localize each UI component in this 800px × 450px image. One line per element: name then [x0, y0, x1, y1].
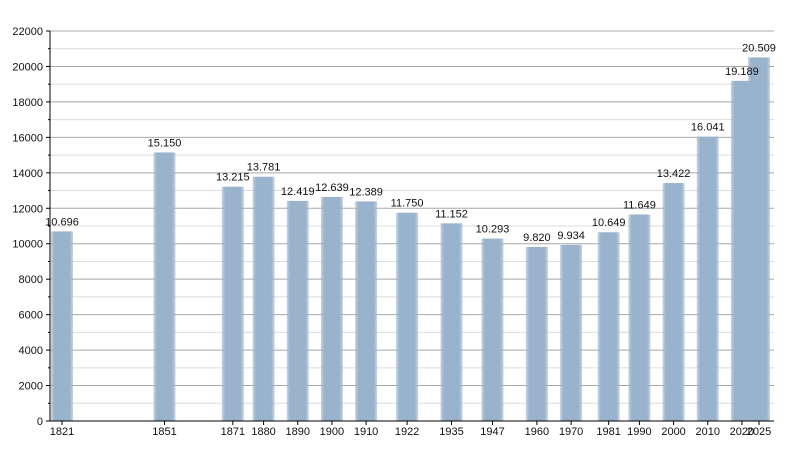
x-tick-label-1851: 1851: [152, 426, 176, 438]
bar-1981: [597, 232, 620, 421]
x-tick-label-1970: 1970: [559, 426, 583, 438]
bar-1910: [355, 201, 378, 421]
x-tick-label-1880: 1880: [251, 426, 275, 438]
x-tick-label-1960: 1960: [525, 426, 549, 438]
bar-1871: [221, 186, 244, 421]
x-tick-label-1947: 1947: [480, 426, 504, 438]
x-tick-label-1981: 1981: [596, 426, 620, 438]
data-label-2025: 20.509: [742, 42, 776, 54]
bar-1990: [628, 214, 651, 421]
bar-1947: [481, 238, 504, 421]
data-label-1935: 11.152: [435, 208, 468, 220]
x-tick-label-2010: 2010: [696, 426, 720, 438]
data-label-1970: 9.934: [557, 230, 585, 242]
x-tick-label-1890: 1890: [286, 426, 310, 438]
bar-1890: [286, 200, 309, 421]
axes: [46, 30, 774, 425]
data-label-1981: 10.649: [592, 217, 626, 229]
x-tick-label-1900: 1900: [320, 426, 344, 438]
bar-2025: [748, 57, 770, 421]
bar-1960: [525, 246, 548, 421]
bar-1970: [560, 244, 583, 421]
data-label-2020: 19.189: [725, 66, 759, 78]
data-label-1851: 15.150: [148, 137, 182, 149]
data-label-1871: 13.215: [216, 172, 250, 184]
y-tick-label: 14000: [12, 168, 43, 180]
data-label-1900: 12.639: [315, 182, 349, 194]
bar-2020: [730, 80, 753, 421]
x-tick-label-1935: 1935: [439, 426, 463, 438]
x-tick-label-2000: 2000: [661, 426, 685, 438]
y-tick-label: 10000: [12, 239, 43, 251]
bar-1880: [252, 176, 275, 421]
bars: [51, 57, 770, 421]
data-label-2010: 16.041: [691, 122, 725, 134]
bar-1851: [153, 152, 176, 421]
y-tick-label: 4000: [19, 345, 43, 357]
x-tick-label-1990: 1990: [627, 426, 651, 438]
bar-1935: [440, 223, 463, 421]
data-label-1960: 9.820: [523, 232, 551, 244]
x-tick-label-2025: 2025: [747, 426, 771, 438]
y-tick-label: 12000: [12, 203, 43, 215]
x-tick-label-1821: 1821: [50, 426, 74, 438]
data-label-1821: 10.696: [45, 216, 79, 228]
data-label-2000: 13.422: [657, 168, 691, 180]
x-tick-label-1871: 1871: [221, 426, 245, 438]
data-label-1890: 12.419: [281, 186, 315, 198]
y-tick-label: 2000: [19, 381, 43, 393]
y-tick-label: 8000: [19, 274, 43, 286]
x-tick-label-1922: 1922: [395, 426, 419, 438]
data-label-1990: 11.649: [623, 199, 656, 211]
bar-2000: [662, 183, 685, 421]
y-tick-label: 6000: [19, 310, 43, 322]
y-tick-label: 20000: [12, 61, 43, 73]
y-tick-label: 16000: [12, 132, 43, 144]
data-label-1910: 12.389: [349, 186, 383, 198]
bar-1821: [51, 231, 73, 421]
x-tick-label-2020: 2020: [730, 426, 754, 438]
y-tick-label: 18000: [12, 97, 43, 109]
data-label-1880: 13.781: [247, 162, 281, 174]
labels: 0 2000 4000 6000 8000 10000 12000 14000 16000 180…: [12, 26, 775, 438]
data-label-1947: 10.293: [476, 224, 510, 236]
data-label-1922: 11.750: [391, 198, 424, 210]
x-tick-label-1910: 1910: [354, 426, 378, 438]
bar-1922: [396, 212, 419, 421]
y-tick-label: 0: [37, 416, 43, 428]
bar-2010: [696, 136, 719, 421]
bar-1900: [320, 196, 343, 421]
y-tick-label: 22000: [12, 26, 43, 38]
